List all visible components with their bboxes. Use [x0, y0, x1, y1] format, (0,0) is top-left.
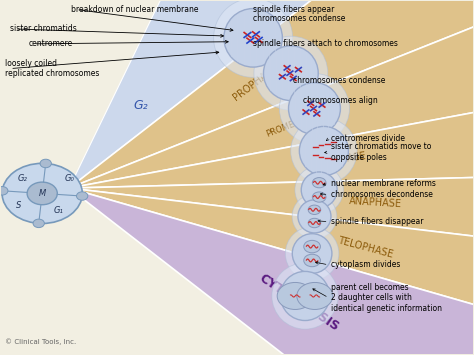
Circle shape [304, 240, 320, 253]
Ellipse shape [295, 166, 343, 214]
Text: ANAPHASE: ANAPHASE [348, 196, 402, 209]
Text: G₁: G₁ [54, 206, 64, 215]
Text: centromere: centromere [29, 39, 73, 48]
Circle shape [33, 219, 45, 228]
Text: © Clinical Tools, Inc.: © Clinical Tools, Inc. [5, 339, 77, 345]
Text: G₀: G₀ [65, 174, 75, 183]
Text: TELOPHASE: TELOPHASE [337, 235, 394, 260]
Text: sister chromatids move to
opposite poles: sister chromatids move to opposite poles [331, 142, 431, 162]
Ellipse shape [279, 73, 349, 144]
Ellipse shape [298, 200, 331, 233]
Text: PROPHASE: PROPHASE [231, 63, 279, 103]
Text: M: M [38, 189, 46, 198]
Circle shape [304, 254, 320, 267]
Ellipse shape [301, 172, 337, 208]
Text: cytoplasm divides: cytoplasm divides [331, 260, 401, 269]
Circle shape [308, 205, 321, 214]
Ellipse shape [292, 194, 337, 239]
Wedge shape [69, 77, 474, 188]
Text: METAPHASE: METAPHASE [307, 151, 366, 169]
Wedge shape [69, 0, 474, 188]
Text: spindle fibers disappear: spindle fibers disappear [331, 217, 423, 226]
Circle shape [312, 178, 326, 188]
Text: centromeres divide: centromeres divide [331, 134, 405, 143]
Ellipse shape [300, 126, 348, 175]
Text: nuclear membrane reforms: nuclear membrane reforms [331, 179, 436, 188]
Circle shape [27, 182, 57, 205]
Circle shape [76, 192, 88, 200]
Circle shape [0, 186, 8, 195]
Ellipse shape [264, 46, 318, 100]
Wedge shape [69, 0, 474, 188]
Text: chromosomes decondense: chromosomes decondense [331, 190, 433, 199]
Text: breakdown of nuclear membrane: breakdown of nuclear membrane [72, 5, 199, 14]
Text: spindle fibers attach to chromosomes: spindle fibers attach to chromosomes [253, 39, 398, 48]
Wedge shape [69, 0, 474, 188]
Text: spindle fibers appear: spindle fibers appear [253, 5, 335, 14]
Text: loosely coiled
replicated chromosomes: loosely coiled replicated chromosomes [5, 59, 100, 78]
Circle shape [2, 163, 82, 223]
Circle shape [308, 218, 321, 228]
Ellipse shape [281, 272, 329, 321]
Wedge shape [69, 188, 474, 355]
Text: chromosomes condense: chromosomes condense [253, 14, 346, 23]
Ellipse shape [291, 118, 357, 184]
Text: G₂: G₂ [17, 174, 27, 183]
Text: chromosomes condense: chromosomes condense [293, 76, 385, 85]
Text: chromosomes align: chromosomes align [303, 96, 377, 105]
Wedge shape [69, 172, 474, 260]
Circle shape [297, 283, 333, 310]
Text: S: S [16, 201, 22, 210]
Text: CYTOKINESIS: CYTOKINESIS [257, 271, 342, 333]
Ellipse shape [285, 227, 339, 280]
Text: sister chromatids: sister chromatids [10, 24, 77, 33]
Ellipse shape [292, 234, 332, 273]
Circle shape [277, 283, 313, 310]
Circle shape [40, 159, 51, 168]
Wedge shape [69, 188, 474, 353]
Ellipse shape [214, 0, 292, 77]
Text: G₂: G₂ [134, 99, 148, 111]
Ellipse shape [289, 83, 340, 135]
Ellipse shape [254, 36, 328, 110]
Ellipse shape [224, 9, 283, 67]
Text: PROMETAPHASE: PROMETAPHASE [265, 106, 331, 138]
Ellipse shape [272, 263, 338, 329]
Circle shape [312, 192, 326, 202]
Text: parent cell becomes
2 daughter cells with
identical genetic information: parent cell becomes 2 daughter cells wit… [331, 283, 442, 313]
